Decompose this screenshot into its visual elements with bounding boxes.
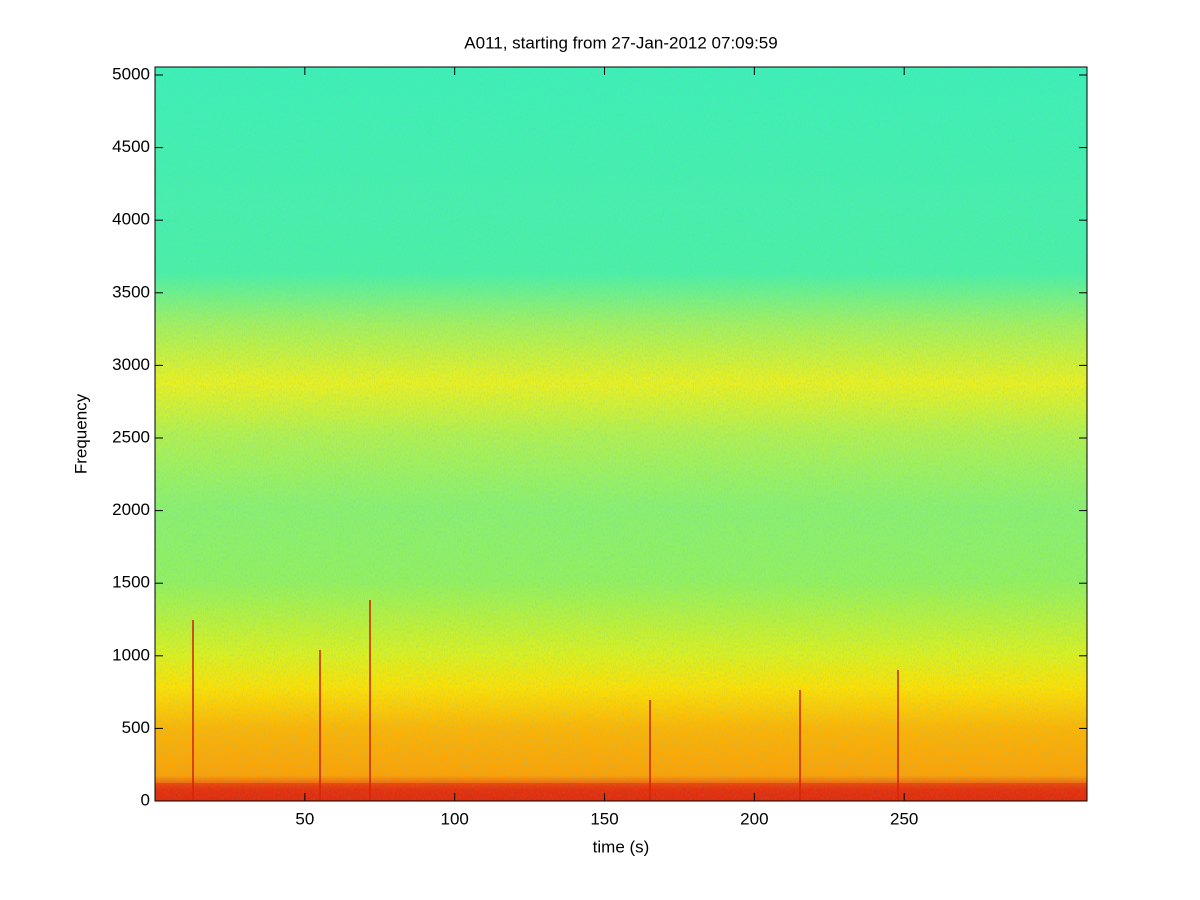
y-tick-label: 3000 — [112, 355, 150, 374]
y-tick-label: 3500 — [112, 282, 150, 301]
x-tick-label: 50 — [295, 809, 314, 828]
y-tick-label: 1500 — [112, 573, 150, 592]
axes-frame — [154, 66, 1088, 802]
chart-title: A011, starting from 27-Jan-2012 07:09:59 — [464, 33, 777, 52]
y-axis-label: Frequency — [71, 393, 90, 474]
spectrogram-texture — [155, 67, 1087, 801]
transient-streaks — [192, 600, 899, 801]
y-tick-label: 4500 — [112, 137, 150, 156]
x-tick-label: 200 — [740, 809, 768, 828]
x-axis-label: time (s) — [593, 837, 650, 856]
y-tick-label: 5000 — [112, 64, 150, 83]
y-tick-label: 1000 — [112, 645, 150, 664]
y-tick-label: 500 — [122, 718, 150, 737]
x-tick-label: 250 — [890, 809, 918, 828]
y-tick-label: 2000 — [112, 500, 150, 519]
y-tick-label: 2500 — [112, 427, 150, 446]
plot-area — [154, 66, 1088, 802]
x-tick-label: 100 — [440, 809, 468, 828]
low-frequency-band — [155, 783, 1087, 801]
x-tick-label: 150 — [590, 809, 618, 828]
y-tick-label: 4000 — [112, 210, 150, 229]
y-tick-label: 0 — [141, 790, 150, 809]
